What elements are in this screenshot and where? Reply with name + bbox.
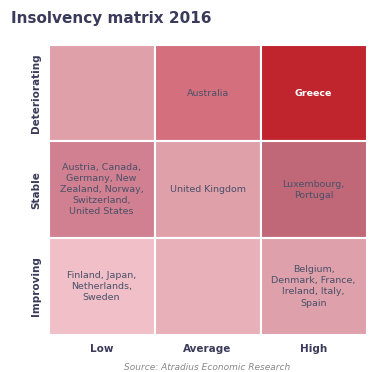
Text: Insolvency matrix 2016: Insolvency matrix 2016 (11, 11, 212, 26)
Bar (49, 141, 154, 238)
Text: Austria, Canada,
Germany, New
Zealand, Norway,
Switzerland,
United States: Austria, Canada, Germany, New Zealand, N… (60, 163, 144, 217)
Text: Luxembourg,
Portugal: Luxembourg, Portugal (282, 180, 345, 200)
Text: United Kingdom: United Kingdom (169, 185, 246, 194)
Text: Stable: Stable (31, 171, 41, 209)
Text: Belgium,
Denmark, France,
Ireland, Italy,
Spain: Belgium, Denmark, France, Ireland, Italy… (272, 265, 356, 308)
Bar (261, 45, 367, 141)
Text: Deteriorating: Deteriorating (31, 53, 41, 133)
Text: Greece: Greece (295, 89, 332, 97)
Bar (261, 141, 367, 238)
Text: Average: Average (183, 344, 232, 354)
Text: Source: Atradius Economic Research: Source: Atradius Economic Research (125, 363, 291, 372)
Bar (154, 141, 261, 238)
Bar (261, 238, 367, 335)
Text: Low: Low (90, 344, 113, 354)
Bar (49, 238, 154, 335)
Text: Australia: Australia (187, 89, 229, 97)
Bar (154, 45, 261, 141)
Bar (154, 238, 261, 335)
Text: Improving: Improving (31, 257, 41, 316)
Text: Finland, Japan,
Netherlands,
Sweden: Finland, Japan, Netherlands, Sweden (67, 271, 136, 302)
Bar (49, 45, 154, 141)
Text: High: High (300, 344, 327, 354)
